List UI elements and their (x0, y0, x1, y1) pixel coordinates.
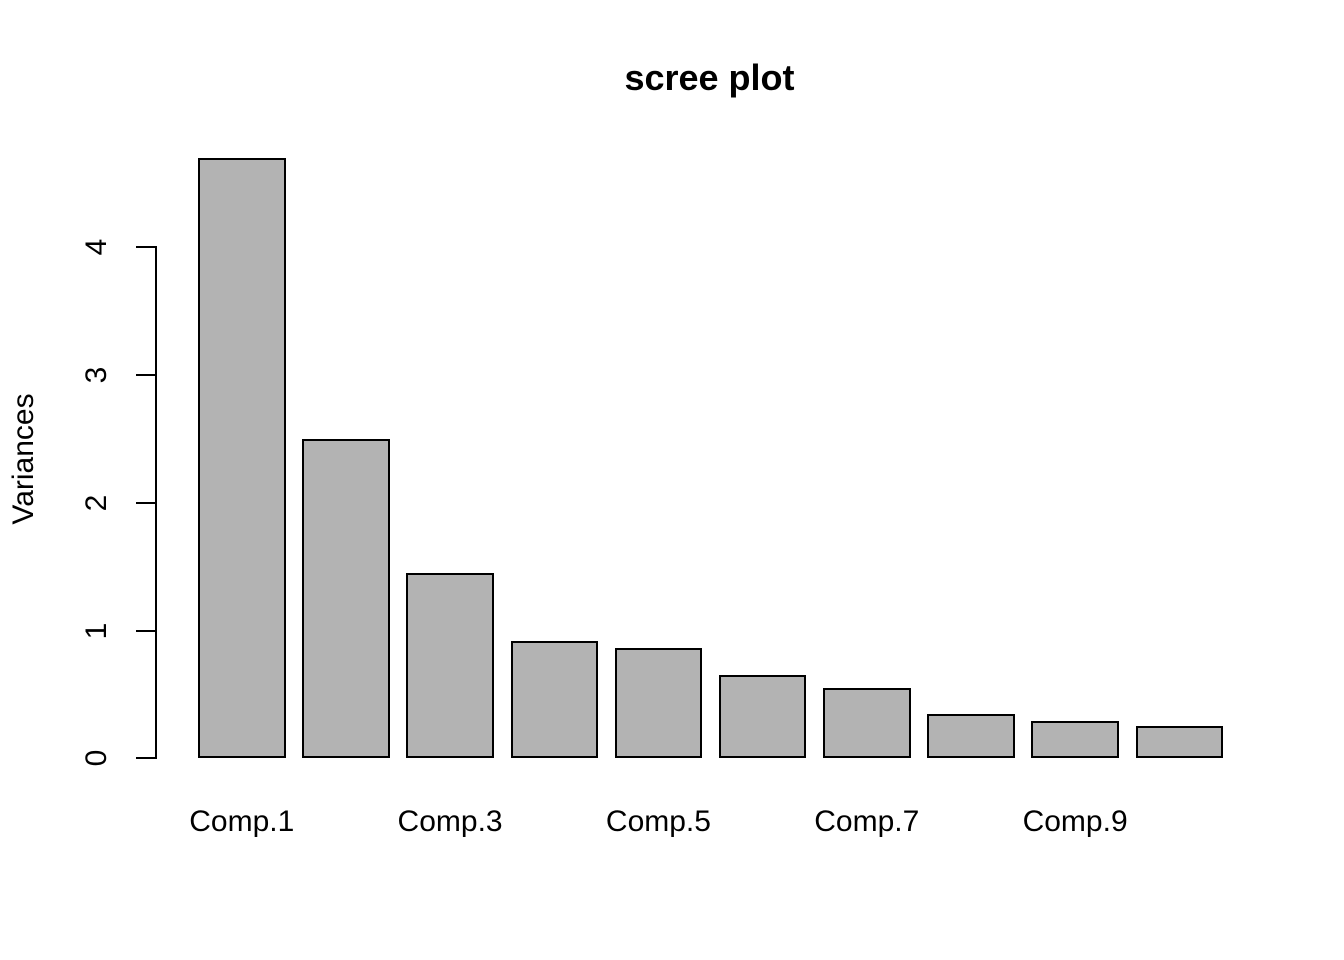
y-tick-mark (136, 246, 155, 249)
y-tick-label: 2 (80, 494, 113, 512)
y-tick-mark (136, 501, 155, 504)
y-tick-label: 0 (80, 749, 113, 767)
bar-comp-5 (614, 648, 703, 759)
x-tick-label-comp-9: Comp.9 (1022, 805, 1128, 838)
y-tick-label: 1 (80, 622, 113, 639)
bar-comp-3 (406, 573, 494, 759)
bar-comp-9 (1031, 721, 1119, 759)
bar-comp-2 (302, 439, 390, 759)
x-tick-label-comp-1: Comp.1 (189, 805, 295, 838)
bar-comp-7 (823, 688, 911, 759)
x-tick-label-comp-3: Comp.3 (397, 805, 503, 838)
bar-comp-1 (198, 158, 286, 759)
y-tick-mark (136, 629, 155, 632)
x-tick-label-comp-5: Comp.5 (605, 805, 711, 838)
bar-comp-6 (718, 675, 807, 759)
y-tick-label: 3 (80, 366, 113, 384)
y-tick-mark (136, 757, 155, 760)
y-tick-mark (136, 374, 155, 377)
x-tick-label-comp-7: Comp.7 (814, 805, 920, 838)
y-tick-label: 4 (80, 239, 113, 256)
bar-comp-10 (1135, 726, 1224, 759)
y-axis-line (155, 246, 157, 760)
y-axis-title: Variances (7, 393, 40, 525)
chart-title: scree plot (624, 57, 795, 98)
bar-comp-4 (510, 640, 598, 759)
bar-comp-8 (927, 713, 1015, 759)
